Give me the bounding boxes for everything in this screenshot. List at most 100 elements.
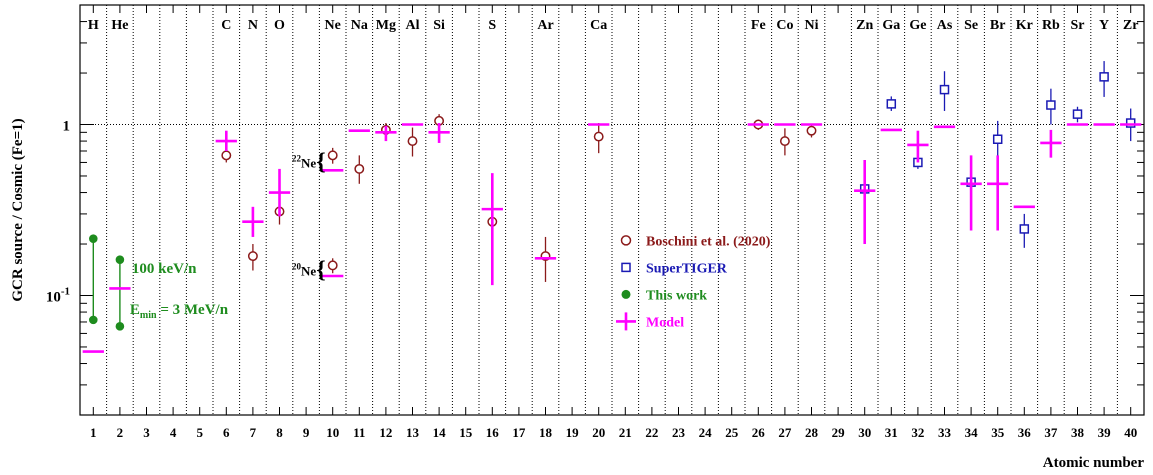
element-label: O — [274, 18, 285, 33]
supertiger-point — [1072, 109, 1083, 119]
grid-lines — [80, 5, 1144, 415]
x-tick-label: 23 — [672, 425, 686, 440]
element-label: Kr — [1016, 18, 1033, 33]
supertiger-point — [1099, 72, 1109, 82]
annotation-emin-subscript: min — [140, 310, 157, 321]
annotation-emin-rest: = 3 MeV/n — [157, 302, 229, 318]
element-label: Rb — [1042, 18, 1060, 33]
data-series — [82, 61, 1142, 353]
element-label: Co — [776, 18, 793, 33]
x-tick-label: 22 — [645, 425, 658, 440]
x-tick-label: 4 — [170, 425, 177, 440]
legend-marker — [621, 289, 631, 299]
supertiger-point — [1125, 118, 1136, 128]
annotation-ne22-symbol: Ne — [301, 155, 316, 170]
plot-border — [79, 4, 1145, 416]
element-label: Ca — [590, 18, 607, 33]
plot-frame — [79, 4, 1145, 416]
axes: 10-111 2 3 4 5 6 7 8 9 10 11 12 13 14 15 16 17 18 19 20 21 22… — [10, 4, 1145, 471]
element-label: Se — [964, 18, 978, 33]
element-label: As — [937, 18, 953, 33]
supertiger-point — [886, 99, 897, 109]
legend-marker — [621, 262, 631, 273]
supertiger-point — [992, 134, 1003, 144]
x-tick-label: 19 — [566, 425, 580, 440]
x-tick-label: 21 — [619, 425, 632, 440]
boschini-point — [354, 163, 365, 174]
x-tick-label: 8 — [276, 425, 283, 440]
this-work-point — [115, 322, 125, 331]
x-tick-label: 39 — [1098, 425, 1112, 440]
element-label: Zn — [856, 18, 873, 33]
element-label: Ar — [537, 18, 553, 33]
boschini-point — [806, 125, 817, 136]
x-tick-label: 35 — [991, 425, 1005, 440]
annotation-ne20: 20Ne{ — [292, 258, 326, 284]
annotation-ne22: 22Ne{ — [292, 149, 326, 175]
legend-label: This work — [646, 288, 707, 303]
element-label: Br — [990, 18, 1006, 33]
element-label: Ga — [882, 18, 900, 33]
x-tick-label: 16 — [486, 425, 500, 440]
x-tick-label: 28 — [805, 425, 819, 440]
x-tick-label: 3 — [143, 425, 150, 440]
annotation-100kev: 100 keV/n — [132, 261, 197, 277]
boschini-point — [779, 136, 790, 147]
x-tick-label: 17 — [512, 425, 526, 440]
x-tick-label: 40 — [1124, 425, 1137, 440]
annotation-ne20-brace: { — [316, 258, 325, 284]
x-tick-label: 30 — [858, 425, 871, 440]
y-tick-label: 10-1 — [46, 285, 70, 305]
element-label: Ge — [909, 18, 926, 33]
x-tick-label: 13 — [406, 425, 420, 440]
x-tick-label: 5 — [196, 425, 203, 440]
legend: Boschini et al. (2020) SuperTIGER This wor… — [616, 234, 771, 331]
this-work-point — [89, 234, 98, 243]
x-tick-label: 24 — [699, 425, 713, 440]
this-work-point — [89, 315, 98, 325]
x-tick-label: 18 — [539, 425, 553, 440]
x-tick-label: 11 — [353, 425, 365, 440]
x-tick-label: 32 — [911, 425, 924, 440]
element-labels: H He C N O Ne Na Mg Al Si S Ar Ca Fe Co Ni Zn Ga Ge As Se Br K… — [88, 18, 1139, 33]
element-label: He — [111, 18, 128, 33]
boschini-point — [327, 150, 338, 161]
legend-label: Boschini et al. (2020) — [646, 234, 771, 249]
annotation-ne20-symbol: Ne — [301, 264, 316, 279]
element-label: Ni — [805, 18, 819, 33]
annotation-ne22-brace: { — [316, 149, 325, 175]
boschini-point — [407, 136, 418, 147]
x-tick-label: 15 — [459, 425, 473, 440]
element-label: Na — [351, 18, 368, 33]
element-label: Fe — [751, 18, 766, 33]
element-label: Y — [1099, 18, 1109, 33]
supertiger-point — [1046, 100, 1056, 110]
element-label: Sr — [1071, 18, 1085, 33]
this-work-point — [115, 255, 125, 264]
element-label: Ne — [325, 18, 341, 33]
x-tick-label: 10 — [326, 425, 339, 440]
x-tick-label: 14 — [433, 425, 447, 440]
boschini-point — [593, 131, 604, 142]
x-tick-label: 1 — [90, 425, 97, 440]
x-tick-label: 38 — [1071, 425, 1085, 440]
legend-label: SuperTIGER — [646, 261, 728, 276]
supertiger-point — [1019, 224, 1030, 234]
boschini-point — [327, 260, 338, 271]
series-0 — [221, 114, 817, 282]
element-label: S — [488, 18, 496, 33]
element-label: Al — [406, 18, 420, 33]
x-tick-label: 20 — [592, 425, 605, 440]
annotation-ne20-mass: 20 — [292, 262, 302, 272]
series-2 — [89, 234, 125, 331]
x-axis-title: Atomic number — [1043, 455, 1145, 471]
x-tick-label: 27 — [778, 425, 792, 440]
element-label: Mg — [376, 18, 396, 33]
x-tick-label: 31 — [885, 425, 898, 440]
x-tick-label: 25 — [725, 425, 739, 440]
legend-label: Model — [646, 315, 684, 330]
y-axis-title: GCR source / Cosmic (Fe=1) — [10, 118, 26, 301]
boschini-point — [221, 150, 232, 161]
